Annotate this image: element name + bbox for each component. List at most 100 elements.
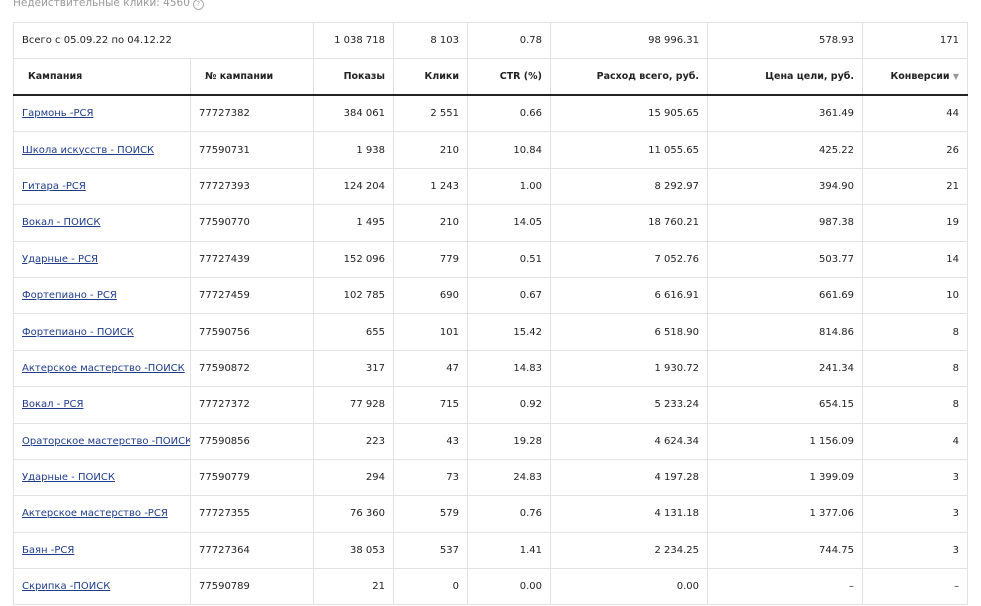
cell-ctr: 0.76 — [467, 495, 552, 533]
cell-campaign-name: Ударные - ПОИСК — [13, 458, 191, 497]
total-row: Всего с 05.09.22 по 04.12.22 1 038 718 8… — [12, 22, 969, 59]
cell-impressions: 152 096 — [313, 240, 395, 278]
total-goal-cost: 578.93 — [707, 22, 864, 59]
cell-ctr: 10.84 — [467, 131, 552, 169]
cell-goal-cost: 394.90 — [707, 167, 864, 206]
campaign-link[interactable]: Вокал - ПОИСК — [22, 217, 101, 229]
table-row: Ударные - РСЯ 77727439 152 096 779 0.51 7 052… — [13, 240, 969, 278]
invalid-clicks: Недействительные клики: 4560? — [13, 0, 204, 10]
col-conversions[interactable]: Конверсии ▼ — [862, 58, 969, 96]
campaign-link[interactable]: Скрипка -ПОИСК — [22, 581, 111, 593]
cell-impressions: 223 — [313, 422, 395, 460]
col-campaign-id[interactable]: № кампании — [189, 58, 315, 96]
table-row: Актерское мастерство -РСЯ 77727355 76 360 5… — [13, 495, 969, 533]
cell-goal-cost: 1 156.09 — [707, 422, 864, 460]
cell-conversions: 8 — [862, 313, 969, 351]
table-row: Вокал - РСЯ 77727372 77 928 715 0.92 5 233.24… — [13, 386, 969, 424]
cell-ctr: 15.42 — [467, 313, 552, 351]
col-campaign[interactable]: Кампания — [13, 58, 191, 96]
cell-goal-cost: 503.77 — [707, 240, 864, 278]
cell-conversions: 10 — [862, 276, 969, 315]
cell-campaign-id: 77590856 — [189, 422, 315, 460]
cell-spend: 0.00 — [550, 568, 709, 606]
total-spend: 98 996.31 — [550, 22, 709, 59]
cell-impressions: 124 204 — [313, 167, 395, 206]
table-row: Вокал - ПОИСК 77590770 1 495 210 14.05 18 760… — [13, 204, 969, 242]
cell-spend: 11 055.65 — [550, 131, 709, 169]
col-clicks[interactable]: Клики — [393, 58, 469, 96]
cell-conversions: 8 — [862, 386, 969, 424]
cell-campaign-name: Вокал - РСЯ — [13, 386, 191, 424]
campaign-link[interactable]: Вокал - РСЯ — [22, 399, 84, 411]
cell-campaign-id: 77727355 — [189, 495, 315, 533]
help-icon[interactable]: ? — [192, 0, 204, 10]
cell-goal-cost: 744.75 — [707, 531, 864, 570]
cell-ctr: 1.41 — [467, 531, 552, 570]
table-row: Ораторское мастерство -ПОИСК 77590856 223 4… — [13, 422, 969, 460]
campaign-link[interactable]: Ударные - ПОИСК — [22, 472, 115, 484]
cell-ctr: 0.00 — [467, 568, 552, 606]
cell-spend: 6 616.91 — [550, 276, 709, 315]
cell-campaign-name: Фортепиано - РСЯ — [13, 276, 191, 315]
cell-conversions: 14 — [862, 240, 969, 278]
table-row: Гармонь -РСЯ 77727382 384 061 2 551 0.66 15 9… — [13, 94, 969, 133]
campaign-link[interactable]: Школа искусств - ПОИСК — [22, 144, 155, 156]
cell-clicks: 579 — [393, 495, 469, 533]
cell-impressions: 1 938 — [313, 131, 395, 169]
cell-spend: 6 518.90 — [550, 313, 709, 351]
cell-campaign-name: Скрипка -ПОИСК — [13, 568, 191, 606]
cell-impressions: 77 928 — [313, 386, 395, 424]
cell-campaign-id: 77727382 — [189, 94, 315, 133]
cell-campaign-id: 77590779 — [189, 458, 315, 497]
cell-goal-cost: 654.15 — [707, 386, 864, 424]
cell-campaign-name: Гармонь -РСЯ — [13, 94, 191, 133]
cell-spend: 15 905.65 — [550, 94, 709, 133]
cell-spend: 4 197.28 — [550, 458, 709, 497]
cell-campaign-name: Актерское мастерство -РСЯ — [13, 495, 191, 533]
cell-conversions: 26 — [862, 131, 969, 169]
cell-campaign-id: 77727364 — [189, 531, 315, 570]
cell-ctr: 24.83 — [467, 458, 552, 497]
sort-desc-icon: ▼ — [952, 72, 960, 81]
cell-campaign-name: Вокал - ПОИСК — [13, 204, 191, 242]
cell-spend: 5 233.24 — [550, 386, 709, 424]
campaign-table: Всего с 05.09.22 по 04.12.22 1 038 718 8… — [12, 22, 969, 606]
campaign-link[interactable]: Ораторское мастерство -ПОИСК — [22, 435, 191, 447]
campaign-link[interactable]: Фортепиано - ПОИСК — [22, 326, 134, 338]
cell-clicks: 779 — [393, 240, 469, 278]
cell-clicks: 47 — [393, 349, 469, 388]
cell-goal-cost: 1 399.09 — [707, 458, 864, 497]
col-ctr[interactable]: CTR (%) — [467, 58, 552, 96]
cell-goal-cost: 1 377.06 — [707, 495, 864, 533]
cell-impressions: 1 495 — [313, 204, 395, 242]
cell-campaign-id: 77590756 — [189, 313, 315, 351]
campaign-link[interactable]: Гитара -РСЯ — [22, 180, 86, 192]
cell-goal-cost: – — [707, 568, 864, 606]
cell-clicks: 0 — [393, 568, 469, 606]
campaign-link[interactable]: Гармонь -РСЯ — [22, 108, 94, 120]
cell-spend: 2 234.25 — [550, 531, 709, 570]
cell-clicks: 690 — [393, 276, 469, 315]
campaign-link[interactable]: Баян -РСЯ — [22, 544, 75, 556]
cell-impressions: 294 — [313, 458, 395, 497]
cell-impressions: 76 360 — [313, 495, 395, 533]
campaign-link[interactable]: Ударные - РСЯ — [22, 253, 98, 265]
cell-campaign-id: 77590770 — [189, 204, 315, 242]
cell-spend: 8 292.97 — [550, 167, 709, 206]
cell-impressions: 384 061 — [313, 94, 395, 133]
table-row: Актерское мастерство -ПОИСК 77590872 317 47… — [13, 349, 969, 388]
col-impressions[interactable]: Показы — [313, 58, 395, 96]
cell-goal-cost: 425.22 — [707, 131, 864, 169]
header-row: Кампания № кампании Показы Клики CTR (%)… — [13, 58, 969, 96]
campaign-link[interactable]: Фортепиано - РСЯ — [22, 290, 117, 302]
cell-ctr: 0.66 — [467, 94, 552, 133]
cell-campaign-id: 77590789 — [189, 568, 315, 606]
cell-goal-cost: 241.34 — [707, 349, 864, 388]
campaign-link[interactable]: Актерское мастерство -ПОИСК — [22, 362, 185, 374]
col-goal-cost[interactable]: Цена цели, руб. — [707, 58, 864, 96]
campaign-link[interactable]: Актерское мастерство -РСЯ — [22, 508, 168, 520]
cell-spend: 7 052.76 — [550, 240, 709, 278]
col-spend[interactable]: Расход всего, руб. — [550, 58, 709, 96]
total-label: Всего с 05.09.22 по 04.12.22 — [12, 22, 315, 59]
cell-conversions: 8 — [862, 349, 969, 388]
